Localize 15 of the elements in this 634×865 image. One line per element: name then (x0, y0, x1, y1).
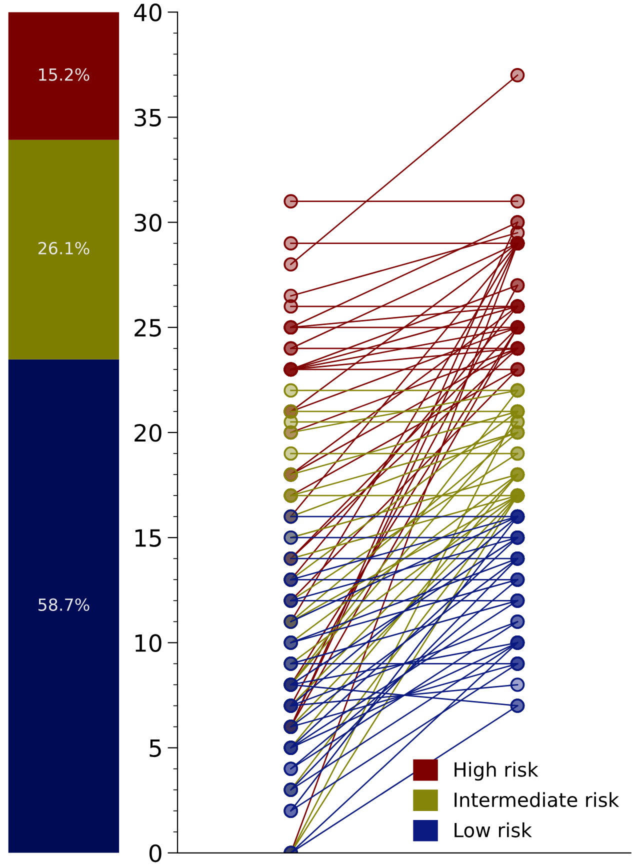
data-label: 58.7% (38, 598, 90, 611)
y-tick-label: 30 (134, 214, 162, 232)
data-label: 15.2% (39, 68, 90, 81)
legend-label: Low risk (454, 822, 532, 838)
y-tick-label: 15 (135, 529, 161, 547)
y-tick-label: 5 (150, 740, 161, 758)
y-tick-label: 25 (134, 318, 161, 337)
y-tick-label: 20 (134, 424, 162, 442)
data-label: 26.1% (38, 242, 90, 254)
y-tick-label: 35 (134, 108, 161, 127)
legend-label: Intermediate risk (454, 792, 620, 808)
legend-label: High risk (454, 762, 538, 781)
y-tick-label: 10 (135, 634, 162, 652)
y-tick-label: 40 (134, 4, 162, 22)
y-tick-label: 0 (149, 844, 162, 862)
